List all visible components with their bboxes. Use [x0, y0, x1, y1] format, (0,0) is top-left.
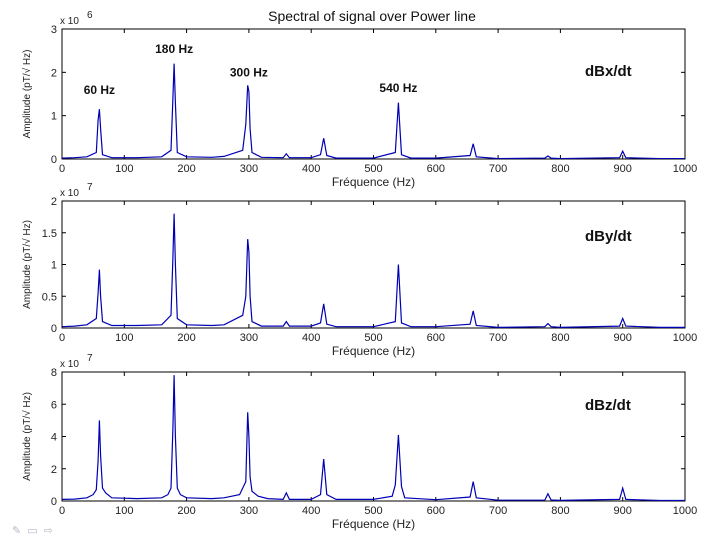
x-tick-label: 600 — [427, 163, 445, 175]
y-tick-label: 2 — [51, 464, 57, 476]
x-tick-label: 500 — [364, 332, 382, 344]
peak-annotation: 300 Hz — [230, 66, 268, 80]
x-tick-label: 700 — [489, 332, 507, 344]
x-tick-label: 400 — [302, 163, 320, 175]
x-tick-label: 300 — [240, 505, 258, 517]
x-axis-label: Fréquence (Hz) — [332, 175, 415, 189]
x-tick-label: 300 — [240, 163, 258, 175]
x-tick-label: 1000 — [673, 505, 697, 517]
x-tick-label: 100 — [115, 163, 133, 175]
axes-box — [61, 28, 686, 160]
y-tick-label: 2 — [51, 67, 57, 79]
spectrum-line — [62, 213, 685, 328]
spectrum-line — [62, 375, 685, 501]
x-tick-label: 800 — [551, 332, 569, 344]
x-tick-label: 400 — [302, 332, 320, 344]
x-tick-label: 100 — [115, 505, 133, 517]
x-tick-label: 400 — [302, 505, 320, 517]
pen-icon[interactable]: ✎ — [12, 524, 22, 537]
peak-annotation: 540 Hz — [379, 81, 417, 95]
y-tick-label: 6 — [51, 399, 57, 411]
peak-annotation: 60 Hz — [84, 83, 115, 97]
y-exponent-label: x 10 — [60, 188, 79, 199]
y-axis-label: Amplitude (pT/√ Hz) — [21, 220, 33, 309]
x-tick-label: 900 — [614, 163, 632, 175]
panel-label: dBy/dt — [585, 228, 632, 245]
y-tick-label: 2 — [51, 196, 57, 208]
figure-title: Spectral of signal over Power line — [268, 8, 476, 24]
panel-label: dBx/dt — [585, 63, 632, 80]
panel-label: dBz/dt — [585, 397, 631, 414]
screen-icon[interactable]: ▭ — [27, 524, 38, 537]
x-tick-label: 0 — [59, 505, 65, 517]
axes-box — [61, 200, 686, 329]
x-tick-label: 600 — [427, 332, 445, 344]
y-exponent-power: 6 — [87, 10, 93, 21]
x-tick-label: 100 — [115, 332, 133, 344]
x-tick-label: 600 — [427, 505, 445, 517]
x-tick-label: 0 — [59, 163, 65, 175]
y-exponent-label: x 10 — [60, 359, 79, 370]
x-tick-label: 900 — [614, 505, 632, 517]
chart-panel: 0 100 200 300 400 500 600 700 800 900 1000 0 0.5 1 1.5… — [21, 182, 697, 358]
y-tick-label: 0.5 — [42, 291, 57, 303]
y-tick-label: 8 — [51, 367, 57, 379]
x-tick-label: 300 — [240, 332, 258, 344]
y-tick-label: 1.5 — [42, 228, 57, 240]
x-axis-label: Fréquence (Hz) — [332, 344, 415, 358]
y-tick-label: 0 — [51, 323, 57, 335]
y-tick-label: 0 — [51, 154, 57, 166]
y-exponent-label: x 10 — [60, 16, 79, 27]
x-tick-label: 500 — [364, 505, 382, 517]
x-tick-label: 200 — [177, 332, 195, 344]
x-tick-label: 1000 — [673, 332, 697, 344]
y-exponent-power: 7 — [87, 182, 93, 193]
y-tick-label: 4 — [51, 432, 57, 444]
y-exponent-power: 7 — [87, 353, 93, 364]
y-tick-label: 0 — [51, 496, 57, 508]
x-tick-label: 200 — [177, 163, 195, 175]
x-tick-label: 0 — [59, 332, 65, 344]
x-tick-label: 1000 — [673, 163, 697, 175]
chart-panel: 0 100 200 300 400 500 600 700 800 900 1000 0 1 2 3x 10… — [21, 10, 697, 189]
y-axis-label: Amplitude (pT/√ Hz) — [21, 50, 33, 139]
x-tick-label: 800 — [551, 505, 569, 517]
x-tick-label: 200 — [177, 505, 195, 517]
y-tick-label: 1 — [51, 111, 57, 123]
x-tick-label: 500 — [364, 163, 382, 175]
spectrum-line — [62, 63, 685, 159]
chart-panel: 0 100 200 300 400 500 600 700 800 900 1000 0 2 4 6 8x 1… — [21, 353, 697, 531]
x-tick-label: 800 — [551, 163, 569, 175]
axes-box — [61, 371, 686, 502]
peak-annotation: 180 Hz — [155, 42, 193, 56]
arrow-right-icon[interactable]: ⇨ — [43, 524, 53, 537]
x-axis-label: Fréquence (Hz) — [332, 517, 415, 531]
x-tick-label: 700 — [489, 163, 507, 175]
slide-toolbar: ✎ ▭ ⇨ — [12, 524, 53, 538]
x-tick-label: 700 — [489, 505, 507, 517]
y-tick-label: 1 — [51, 260, 57, 272]
x-tick-label: 900 — [614, 332, 632, 344]
y-axis-label: Amplitude (pT/√ Hz) — [21, 392, 33, 481]
y-tick-label: 3 — [51, 24, 57, 36]
